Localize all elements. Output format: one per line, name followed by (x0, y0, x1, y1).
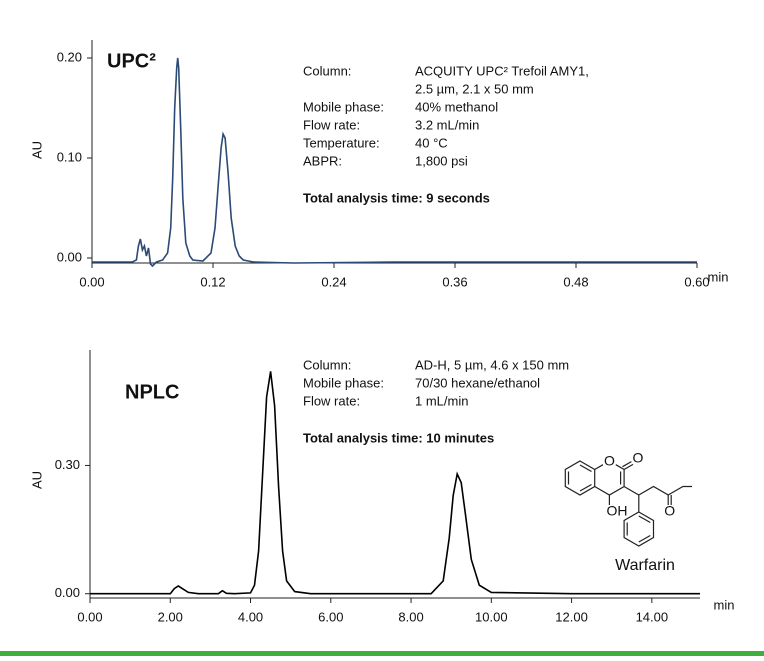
x-tick-label: 0.00 (79, 274, 104, 289)
detail-label: Column: (303, 357, 351, 372)
y-tick-label: 0.10 (57, 149, 82, 164)
y-tick-label: 0.30 (55, 457, 80, 472)
atom-label: O (664, 503, 675, 519)
detail-value: 40 °C (415, 135, 448, 150)
x-unit: min (708, 269, 729, 284)
y-axis-label: AU (29, 471, 44, 489)
y-tick-label: 0.20 (57, 49, 82, 64)
detail-value: 1 mL/min (415, 393, 468, 408)
x-tick-label: 0.60 (684, 274, 709, 289)
detail-value: 2.5 µm, 2.1 x 50 mm (415, 81, 534, 96)
x-tick-label: 0.48 (563, 274, 588, 289)
detail-label: Flow rate: (303, 393, 360, 408)
detail-label: Temperature: (303, 135, 380, 150)
detail-label: Mobile phase: (303, 375, 384, 390)
x-tick-label: 10.00 (475, 609, 508, 624)
chart-label: UPC² (107, 50, 156, 72)
note: Total analysis time: 9 seconds (303, 190, 490, 205)
x-tick-label: 6.00 (318, 609, 343, 624)
detail-label: Mobile phase: (303, 99, 384, 114)
x-tick-label: 0.00 (77, 609, 102, 624)
x-unit: min (714, 597, 735, 612)
detail-value: 1,800 psi (415, 153, 468, 168)
detail-label: Column: (303, 63, 351, 78)
x-tick-label: 0.36 (442, 274, 467, 289)
warfarin-structure (564, 460, 692, 547)
y-axis-label: AU (29, 141, 44, 159)
detail-value: 3.2 mL/min (415, 117, 479, 132)
detail-value: AD-H, 5 µm, 4.6 x 150 mm (415, 357, 569, 372)
structure-name: Warfarin (615, 557, 675, 574)
atom-label: O (633, 450, 644, 466)
chart-label: NPLC (125, 381, 179, 403)
y-tick-label: 0.00 (55, 585, 80, 600)
x-tick-label: 12.00 (555, 609, 588, 624)
x-tick-label: 2.00 (158, 609, 183, 624)
note: Total analysis time: 10 minutes (303, 430, 494, 445)
detail-label: ABPR: (303, 153, 342, 168)
detail-value: 40% methanol (415, 99, 498, 114)
x-tick-label: 0.24 (321, 274, 346, 289)
detail-value: 70/30 hexane/ethanol (415, 375, 540, 390)
trace (90, 371, 700, 595)
x-tick-label: 14.00 (636, 609, 669, 624)
detail-value: ACQUITY UPC² Trefoil AMY1, (415, 63, 589, 78)
detail-label: Flow rate: (303, 117, 360, 132)
bottom-bar (0, 651, 764, 656)
atom-label: OH (607, 503, 628, 519)
x-tick-label: 0.12 (200, 274, 225, 289)
y-tick-label: 0.00 (57, 249, 82, 264)
trace (92, 57, 697, 268)
atom-label: O (604, 453, 615, 469)
x-tick-label: 8.00 (398, 609, 423, 624)
x-tick-label: 4.00 (238, 609, 263, 624)
